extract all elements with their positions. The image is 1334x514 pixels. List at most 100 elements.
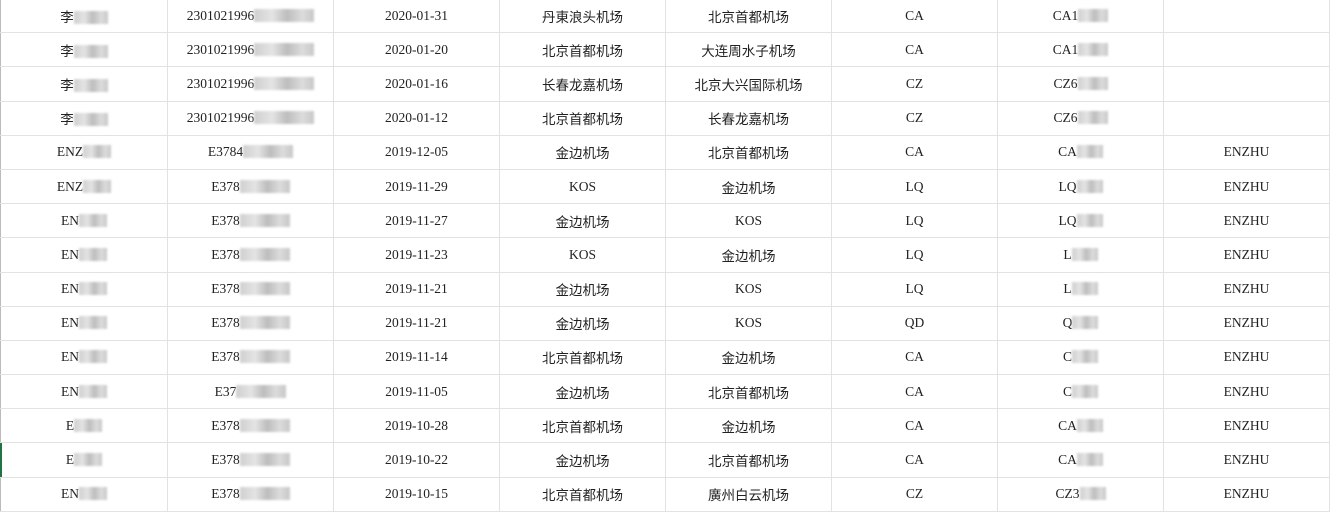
cell-id-number[interactable]: 2301021996	[167, 100, 334, 136]
cell-remark[interactable]: ENZHU	[1163, 237, 1330, 273]
cell-flight-date[interactable]: 2020-01-31	[333, 0, 500, 34]
cell-arrival-airport[interactable]: 长春龙嘉机场	[665, 100, 832, 136]
cell-airline[interactable]: CZ	[831, 100, 998, 136]
cell-airline[interactable]: CA	[831, 32, 998, 68]
cell-flight-date[interactable]: 2019-11-21	[333, 305, 500, 341]
cell-id-number[interactable]: E378	[167, 476, 334, 512]
cell-remark[interactable]	[1163, 32, 1330, 68]
cell-remark[interactable]: ENZHU	[1163, 271, 1330, 307]
cell-airline[interactable]: LQ	[831, 203, 998, 239]
cell-airline[interactable]: CA	[831, 442, 998, 478]
cell-flight-number[interactable]: CA	[997, 134, 1164, 170]
cell-arrival-airport[interactable]: 金边机场	[665, 408, 832, 444]
cell-id-number[interactable]: E378	[167, 168, 334, 205]
cell-remark[interactable]: ENZHU	[1163, 408, 1330, 444]
cell-airline[interactable]: CA	[831, 339, 998, 376]
cell-flight-date[interactable]: 2019-11-21	[333, 271, 500, 307]
cell-passenger-name[interactable]: 李	[0, 100, 168, 136]
cell-airline[interactable]: CA	[831, 134, 998, 170]
cell-departure-airport[interactable]: KOS	[499, 237, 666, 273]
cell-flight-date[interactable]: 2019-11-05	[333, 374, 500, 410]
cell-departure-airport[interactable]: 北京首都机场	[499, 339, 666, 376]
cell-arrival-airport[interactable]: KOS	[665, 305, 832, 341]
cell-flight-number[interactable]: Q	[997, 305, 1164, 341]
cell-remark[interactable]	[1163, 66, 1330, 102]
cell-arrival-airport[interactable]: 北京首都机场	[665, 374, 832, 410]
cell-id-number[interactable]: E378	[167, 237, 334, 273]
cell-arrival-airport[interactable]: 大连周水子机场	[665, 32, 832, 68]
cell-departure-airport[interactable]: 北京首都机场	[499, 408, 666, 444]
cell-flight-number[interactable]: CA	[997, 442, 1164, 478]
cell-flight-number[interactable]: CZ3	[997, 476, 1164, 512]
cell-arrival-airport[interactable]: 北京首都机场	[665, 134, 832, 170]
cell-arrival-airport[interactable]: 金边机场	[665, 237, 832, 273]
cell-departure-airport[interactable]: 金边机场	[499, 442, 666, 478]
cell-passenger-name[interactable]: EN	[0, 305, 168, 341]
cell-flight-number[interactable]: CA1	[997, 0, 1164, 34]
cell-arrival-airport[interactable]: 廣州白云机场	[665, 476, 832, 512]
cell-arrival-airport[interactable]: 金边机场	[665, 339, 832, 376]
cell-passenger-name[interactable]: E	[0, 442, 168, 478]
cell-airline[interactable]: CA	[831, 374, 998, 410]
cell-id-number[interactable]: E378	[167, 442, 334, 478]
cell-passenger-name[interactable]: 李	[0, 0, 168, 34]
cell-departure-airport[interactable]: 长春龙嘉机场	[499, 66, 666, 102]
cell-arrival-airport[interactable]: 金边机场	[665, 168, 832, 205]
cell-passenger-name[interactable]: EN	[0, 374, 168, 410]
cell-departure-airport[interactable]: 北京首都机场	[499, 32, 666, 68]
cell-passenger-name[interactable]: ENZ	[0, 168, 168, 205]
cell-passenger-name[interactable]: 李	[0, 66, 168, 102]
cell-remark[interactable]: ENZHU	[1163, 476, 1330, 512]
cell-flight-date[interactable]: 2019-11-23	[333, 237, 500, 273]
cell-id-number[interactable]: E378	[167, 203, 334, 239]
cell-flight-date[interactable]: 2019-11-27	[333, 203, 500, 239]
cell-id-number[interactable]: E378	[167, 305, 334, 341]
cell-passenger-name[interactable]: ENZ	[0, 134, 168, 170]
cell-arrival-airport[interactable]: KOS	[665, 271, 832, 307]
cell-remark[interactable]: ENZHU	[1163, 374, 1330, 410]
cell-passenger-name[interactable]: 李	[0, 32, 168, 68]
cell-passenger-name[interactable]: EN	[0, 339, 168, 376]
cell-airline[interactable]: QD	[831, 305, 998, 341]
cell-airline[interactable]: LQ	[831, 237, 998, 273]
cell-airline[interactable]: CZ	[831, 476, 998, 512]
cell-remark[interactable]: ENZHU	[1163, 134, 1330, 170]
cell-departure-airport[interactable]: 金边机场	[499, 203, 666, 239]
cell-flight-number[interactable]: CA	[997, 408, 1164, 444]
cell-flight-number[interactable]: C	[997, 339, 1164, 376]
cell-airline[interactable]: CA	[831, 408, 998, 444]
cell-passenger-name[interactable]: EN	[0, 271, 168, 307]
cell-passenger-name[interactable]: E	[0, 408, 168, 444]
cell-remark[interactable]: ENZHU	[1163, 442, 1330, 478]
cell-flight-number[interactable]: CZ6	[997, 66, 1164, 102]
cell-arrival-airport[interactable]: 北京大兴国际机场	[665, 66, 832, 102]
cell-airline[interactable]: CA	[831, 0, 998, 34]
cell-remark[interactable]	[1163, 100, 1330, 136]
cell-departure-airport[interactable]: 北京首都机场	[499, 476, 666, 512]
cell-flight-number[interactable]: CZ6	[997, 100, 1164, 136]
cell-flight-number[interactable]: LQ	[997, 203, 1164, 239]
cell-flight-date[interactable]: 2019-12-05	[333, 134, 500, 170]
cell-id-number[interactable]: E37	[167, 374, 334, 410]
cell-remark[interactable]: ENZHU	[1163, 339, 1330, 376]
cell-flight-number[interactable]: LQ	[997, 168, 1164, 205]
cell-airline[interactable]: LQ	[831, 271, 998, 307]
cell-id-number[interactable]: 2301021996	[167, 0, 334, 34]
cell-passenger-name[interactable]: EN	[0, 476, 168, 512]
cell-airline[interactable]: CZ	[831, 66, 998, 102]
cell-flight-number[interactable]: L	[997, 271, 1164, 307]
cell-flight-date[interactable]: 2019-10-22	[333, 442, 500, 478]
cell-id-number[interactable]: E3784	[167, 134, 334, 170]
cell-passenger-name[interactable]: EN	[0, 237, 168, 273]
cell-departure-airport[interactable]: 北京首都机场	[499, 100, 666, 136]
cell-id-number[interactable]: 2301021996	[167, 32, 334, 68]
cell-flight-number[interactable]: L	[997, 237, 1164, 273]
cell-departure-airport[interactable]: 金边机场	[499, 374, 666, 410]
cell-id-number[interactable]: E378	[167, 271, 334, 307]
cell-passenger-name[interactable]: EN	[0, 203, 168, 239]
cell-departure-airport[interactable]: KOS	[499, 168, 666, 205]
cell-flight-date[interactable]: 2020-01-20	[333, 32, 500, 68]
cell-id-number[interactable]: E378	[167, 408, 334, 444]
cell-id-number[interactable]: 2301021996	[167, 66, 334, 102]
cell-remark[interactable]: ENZHU	[1163, 168, 1330, 205]
